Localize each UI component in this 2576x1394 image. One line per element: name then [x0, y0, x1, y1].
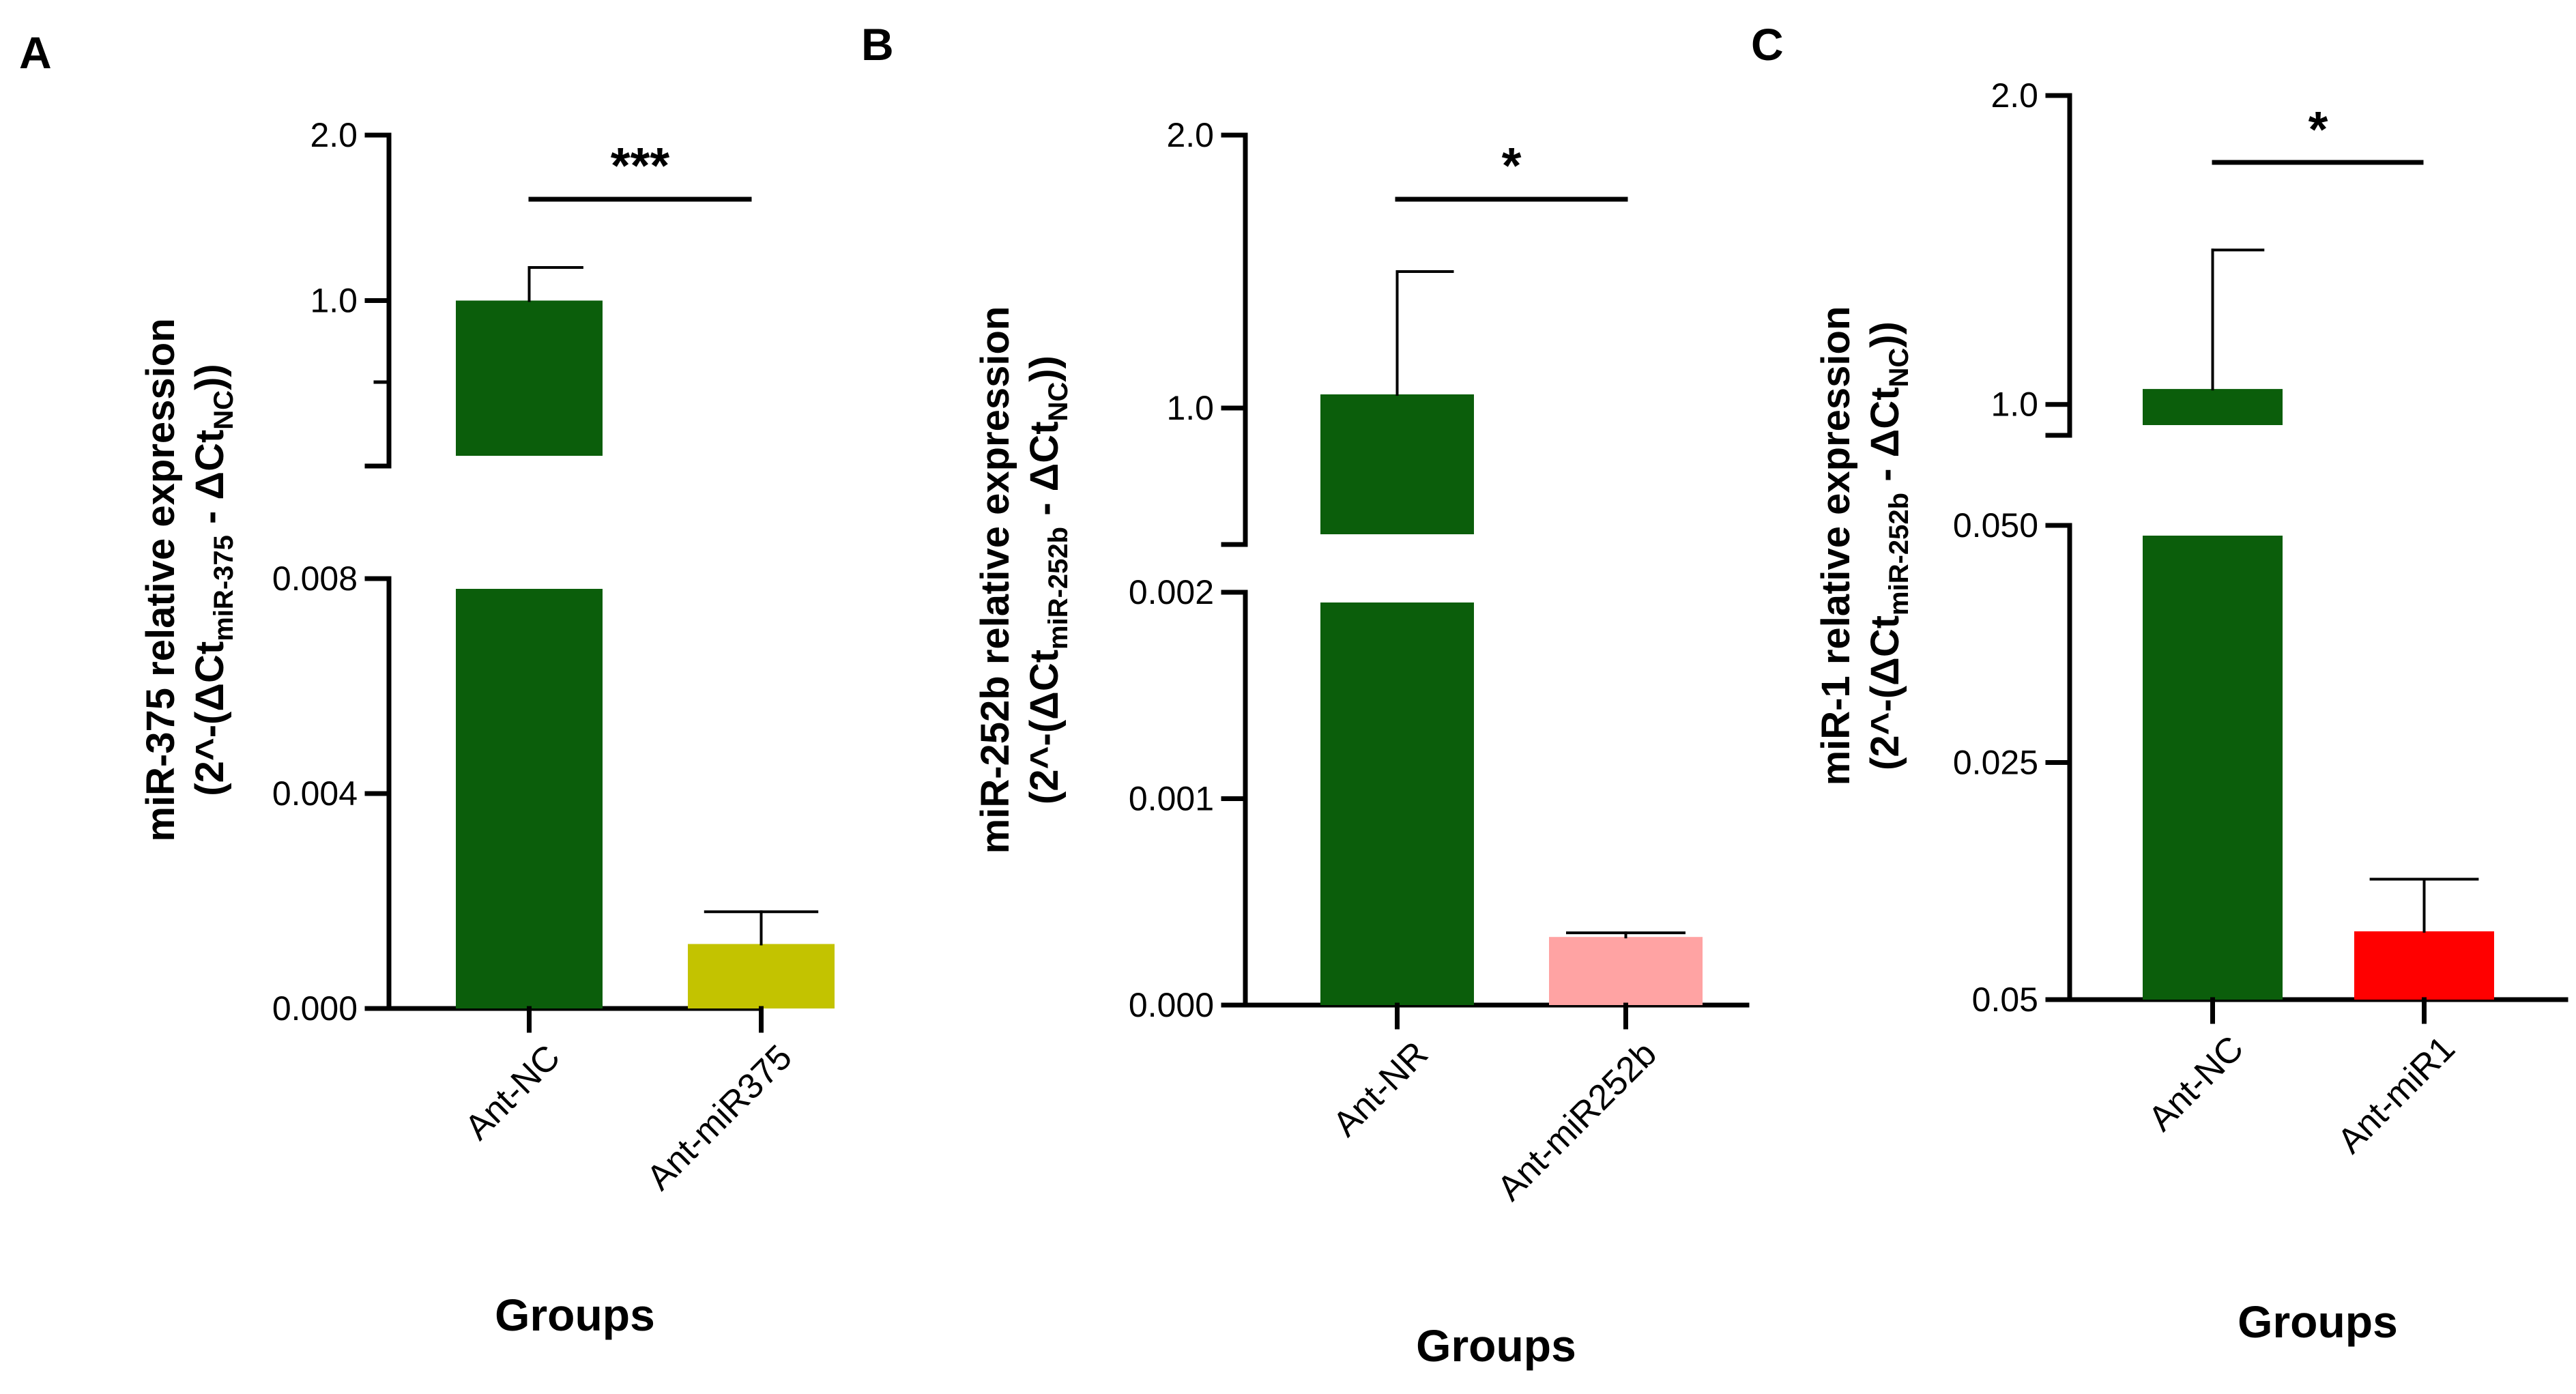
x-tick-label: Ant-miR252b: [1490, 1034, 1664, 1208]
bar-ant-nr-lower: [1320, 602, 1474, 1005]
x-axis-title: Groups: [2238, 1296, 2398, 1347]
bar-ant-nc-upper: [2143, 389, 2283, 425]
y-tick-label: 0.05: [1972, 981, 2038, 1019]
y-axis-title-line1: miR-375 relative expression: [139, 318, 183, 841]
y-tick-label: 1.0: [1166, 389, 1214, 427]
y-tick-label: 0.002: [1129, 573, 1214, 611]
y-tick-label: 1.0: [310, 282, 358, 320]
y-tick-label: 2.0: [310, 116, 358, 154]
significance-marker: ***: [611, 137, 670, 194]
y-axis-title: miR-252b relative expression (2^-(ΔCtmiR-…: [973, 306, 1073, 854]
panel-letter: C: [1751, 19, 1784, 70]
bar-ant-nc-upper: [456, 300, 603, 456]
bar-ant-mir1: [2354, 931, 2494, 1000]
x-tick-label: Ant-miR1: [2330, 1028, 2463, 1161]
y-axis-title-line1: miR-1 relative expression: [1814, 306, 1858, 786]
panel-letter: A: [19, 27, 52, 78]
y-tick-label: 2.0: [1166, 116, 1214, 154]
bar-ant-nc-lower: [2143, 536, 2283, 1000]
x-axis-title: Groups: [1416, 1320, 1576, 1371]
x-tick-label: Ant-miR375: [639, 1037, 800, 1197]
y-tick-label: 0.025: [1953, 744, 2038, 782]
y-tick-label: 0.050: [1953, 506, 2038, 544]
y-axis-title-line2: (2^-(ΔCtmiR-252b - ΔCtNC)): [1863, 321, 1914, 770]
significance-marker: *: [2309, 101, 2328, 158]
y-tick-label: 1.0: [1991, 386, 2038, 424]
panel-letter: B: [861, 19, 894, 70]
x-axis-title: Groups: [495, 1290, 655, 1340]
y-tick-label: 0.000: [1129, 986, 1214, 1024]
bar-ant-mir252b: [1549, 937, 1703, 1005]
y-tick-label: 0.001: [1129, 780, 1214, 818]
y-tick-label: 2.0: [1991, 76, 2038, 115]
significance-marker: *: [1502, 137, 1522, 194]
y-tick-label: 0.000: [272, 989, 358, 1028]
x-tick-label: Ant-NC: [457, 1037, 568, 1148]
x-tick-label: Ant-NR: [1325, 1034, 1436, 1144]
y-axis-title-line1: miR-252b relative expression: [973, 306, 1017, 854]
panel-b: B 0.000 0.001 0.002 1.0 2.0 Ant-NR Ant-miR252b *…: [861, 19, 1750, 1371]
y-axis-title-line2: (2^-(ΔCtmiR-252b - ΔCtNC)): [1022, 355, 1073, 804]
y-axis-title: miR-1 relative expression (2^-(ΔCtmiR-252…: [1814, 306, 1914, 786]
bar-ant-mir375: [688, 944, 835, 1008]
y-tick-label: 0.004: [272, 774, 358, 813]
y-axis-title: miR-375 relative expression (2^-(ΔCtmiR-3…: [139, 318, 239, 841]
x-tick-label: Ant-NC: [2141, 1028, 2251, 1139]
panel-a: A 0.000 0.004 0.008 1.0 2.0 Ant-NC Ant-miR375 **…: [19, 27, 835, 1340]
y-tick-label: 0.008: [272, 560, 358, 598]
panel-c: C 0.05 0.025 0.050 1.0 2.0 Ant-NC Ant-miR1 * Grou…: [1751, 19, 2568, 1347]
bar-ant-nr-upper: [1320, 394, 1474, 534]
y-axis-title-line2: (2^-(ΔCtmiR-375 - ΔCtNC)): [188, 364, 239, 796]
bar-ant-nc-lower: [456, 589, 603, 1008]
